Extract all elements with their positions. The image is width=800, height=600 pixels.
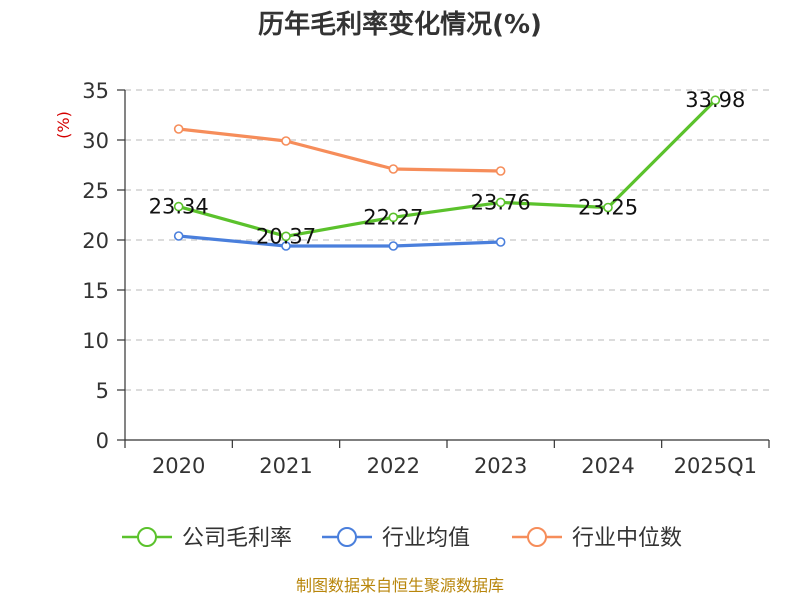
x-tick-label: 2023: [474, 454, 527, 478]
legend-label: 公司毛利率: [182, 526, 292, 551]
data-point: [495, 237, 506, 247]
data-label: 23.25: [578, 196, 638, 220]
y-tick-label: 0: [96, 429, 109, 453]
series-lines: [173, 95, 721, 251]
y-tick-label: 15: [82, 279, 109, 303]
data-point: [603, 202, 613, 213]
data-point: [173, 124, 184, 134]
x-tick-label: 2021: [259, 454, 312, 478]
data-point: [388, 241, 399, 251]
series-line: [178, 127, 501, 173]
data-point: [495, 166, 506, 176]
axes: 0 5 10 15 20 25 30 35 2020 2021 2022 2023 2024 2025Q1: [82, 79, 770, 478]
data-point: [495, 197, 506, 208]
series-line: [178, 234, 501, 248]
legend-marker: [337, 527, 357, 547]
data-label: 23.34: [149, 195, 209, 219]
data-labels: 23.34 20.37 22.27 23.76 23.25 33.98: [149, 88, 746, 248]
legend-marker: [527, 527, 547, 547]
data-point: [281, 231, 291, 242]
data-label: 23.76: [471, 190, 531, 214]
y-axis-label: (%): [54, 111, 73, 139]
data-point: [173, 231, 184, 241]
y-tick-label: 20: [82, 229, 109, 253]
data-point: [388, 164, 399, 174]
y-tick-label: 35: [82, 79, 109, 103]
series-line: [178, 99, 717, 238]
x-tick-label: 2025Q1: [674, 454, 757, 478]
data-point: [173, 201, 184, 212]
gridlines: [125, 89, 769, 391]
x-tick-label: 2024: [581, 454, 634, 478]
y-tick-label: 30: [82, 129, 109, 153]
legend-marker: [137, 527, 157, 547]
data-point: [281, 136, 291, 146]
chart-title: 历年毛利率变化情况(%): [258, 9, 542, 40]
data-label: 22.27: [363, 205, 423, 229]
legend-label: 行业中位数: [572, 526, 682, 551]
x-tick-label: 2020: [152, 454, 205, 478]
data-point: [710, 95, 721, 105]
legend-label: 行业均值: [382, 526, 470, 551]
data-label: 20.37: [256, 224, 316, 248]
y-tick-label: 5: [96, 379, 109, 403]
data-point: [281, 241, 291, 251]
x-tick-label: 2022: [367, 454, 420, 478]
data-point: [388, 212, 399, 223]
y-tick-label: 25: [82, 179, 109, 203]
data-label: 33.98: [685, 88, 745, 112]
y-tick-label: 10: [82, 329, 109, 353]
legend: 公司毛利率 行业均值 行业中位数: [122, 526, 682, 551]
source-note: 制图数据来自恒生聚源数据库: [296, 576, 504, 595]
